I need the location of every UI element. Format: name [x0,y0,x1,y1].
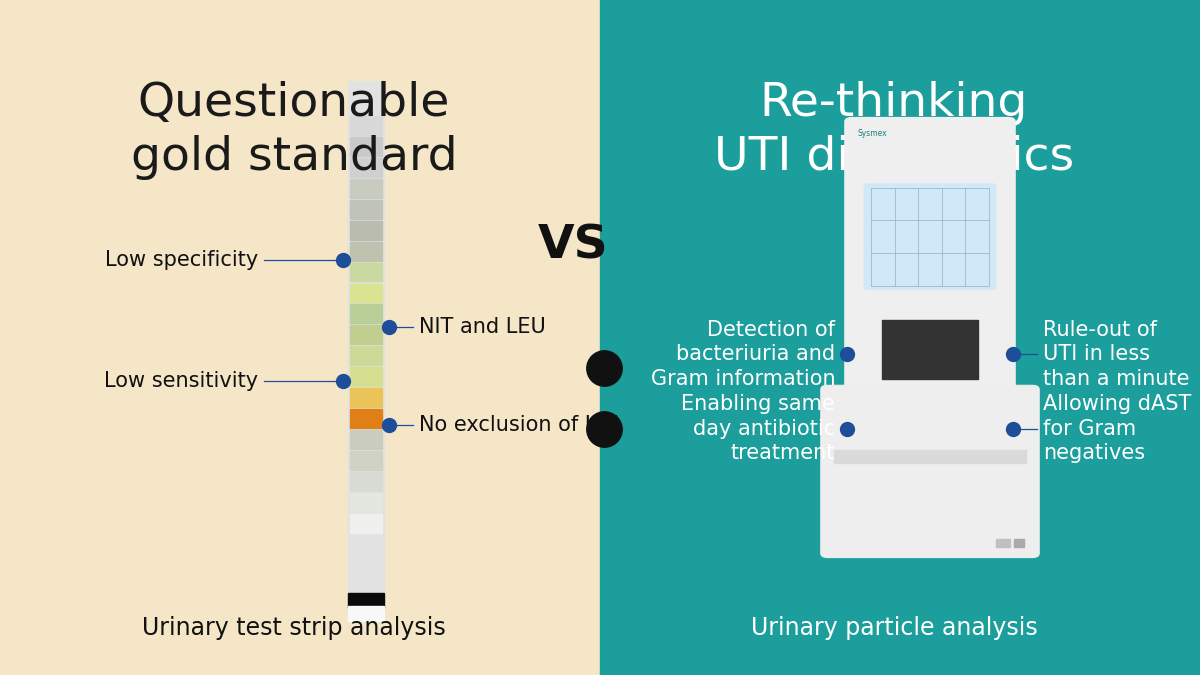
Point [594,362,613,373]
Text: NIT and LEU: NIT and LEU [419,317,546,338]
FancyBboxPatch shape [864,184,996,290]
FancyBboxPatch shape [821,385,1039,558]
Bar [350,451,382,470]
Text: No exclusion of UTI: No exclusion of UTI [419,415,619,435]
FancyBboxPatch shape [845,117,1015,394]
Point [594,423,613,434]
Bar [350,388,382,407]
Point [1003,423,1022,434]
Text: Urinary test strip analysis: Urinary test strip analysis [142,616,446,640]
Bar [350,493,382,512]
Point [379,420,398,431]
Point [334,254,353,265]
Bar [350,116,382,135]
Bar [350,304,382,323]
Bar [350,284,382,302]
Text: Questionable
gold standard: Questionable gold standard [131,81,457,180]
Bar [350,367,382,386]
Bar [348,81,384,621]
Bar [1014,539,1024,547]
Text: Sysmex: Sysmex [858,129,888,138]
Bar [348,593,384,608]
Bar [996,539,1010,547]
Bar [350,263,382,281]
Bar [834,450,1026,463]
Text: Low specificity: Low specificity [104,250,258,270]
Text: Enabling same
day antibiotic
treatment: Enabling same day antibiotic treatment [682,394,835,464]
Point [838,423,857,434]
Bar [350,137,382,156]
Bar [882,321,978,379]
Bar [350,200,382,219]
Text: Low sensitivity: Low sensitivity [104,371,258,392]
Bar [0,0,600,675]
Bar [350,346,382,365]
Bar [350,221,382,240]
Bar [350,325,382,344]
Text: Allowing dAST
for Gram
negatives: Allowing dAST for Gram negatives [1043,394,1192,464]
Bar [350,514,382,533]
Bar [600,0,1200,675]
Text: Detection of
bacteriuria and
Gram information: Detection of bacteriuria and Gram inform… [650,319,835,389]
Point [334,376,353,387]
Bar [350,430,382,449]
Bar [350,242,382,261]
Bar [350,179,382,198]
Point [379,322,398,333]
Text: Re-thinking
UTI diagnostics: Re-thinking UTI diagnostics [714,81,1074,180]
Point [1003,349,1022,360]
Text: Rule-out of
UTI in less
than a minute: Rule-out of UTI in less than a minute [1043,319,1189,389]
Bar [350,158,382,177]
Bar [350,472,382,491]
Bar [348,606,384,621]
Text: Urinary particle analysis: Urinary particle analysis [751,616,1037,640]
Point [838,349,857,360]
Text: VS: VS [539,224,608,269]
Bar [350,409,382,428]
